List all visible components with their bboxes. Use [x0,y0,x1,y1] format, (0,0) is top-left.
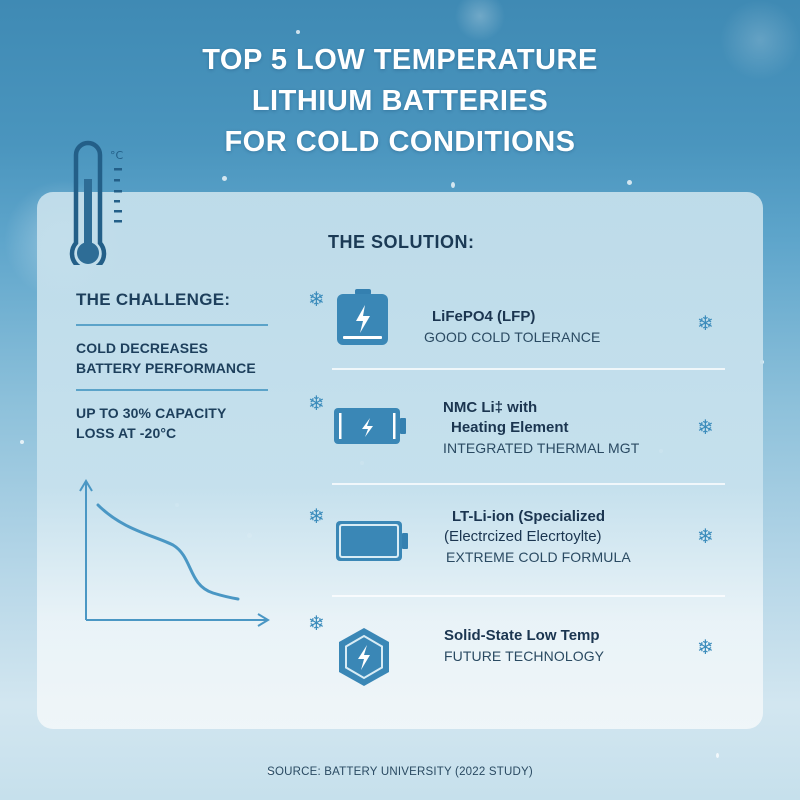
snowflake-icon: ❄ [308,506,325,528]
item-text: LiFePO4 (LFP) GOOD COLD TOLERANCE [424,307,600,347]
battery-square-bolt-icon [337,289,388,345]
solution-heading: THE SOLUTION: [328,232,475,252]
thermometer-icon: °C [69,140,124,265]
battery-name: Solid-State Low Temp [444,627,600,644]
snowflake-icon: ❄ [697,313,714,335]
solution-item-solid-state: ❄ Solid-State Low Temp FUTURE TECHNOLOGY… [300,610,750,710]
title-line-1: TOP 5 LOW TEMPERATURE [202,44,598,76]
snowflake-icon: ❄ [308,393,325,415]
battery-name-line-2: (Electrcized Elecrtoylte) [444,528,602,545]
item-divider [332,595,725,597]
capacity-decline-graph-icon [79,479,270,627]
item-divider [332,483,725,485]
challenge-point-1: COLD DECREASES BATTERY PERFORMANCE [76,340,256,376]
item-text: Solid-State Low Temp FUTURE TECHNOLOGY [444,626,604,666]
solution-item-lfp: ❄ LiFePO4 (LFP) GOOD COLD TOLERANCE ❄ [300,282,750,382]
celsius-unit: °C [110,149,124,162]
source-citation: SOURCE: BATTERY UNIVERSITY (2022 STUDY) [267,766,533,778]
battery-name-line-2: Heating Element [451,419,569,436]
title-line-3: FOR COLD CONDITIONS [224,126,576,158]
battery-full-icon [336,521,408,561]
snowflake-icon: ❄ [697,417,714,439]
battery-horizontal-bolt-icon [334,408,406,444]
solution-item-nmc: ❄ NMC Li‡ with Heating Element INTEGRATE… [300,392,750,492]
divider [76,324,268,326]
solution-item-lt-li-ion: ❄ LT-Li-ion (Specialized (Electrcized El… [300,505,750,605]
battery-description: INTEGRATED THERMAL MGT [443,440,640,456]
title-line-2: LITHIUM BATTERIES [251,85,549,117]
page-title: TOP 5 LOW TEMPERATURE LITHIUM BATTERIES … [0,40,800,163]
divider [76,389,268,391]
item-text: NMC Li‡ with Heating Element INTEGRATED … [443,398,639,458]
battery-description: GOOD COLD TOLERANCE [424,329,601,345]
battery-name-line-1: LT-Li-ion (Specialized [452,508,606,525]
snowflake-icon: ❄ [308,289,325,311]
battery-description: FUTURE TECHNOLOGY [444,648,605,664]
item-text: LT-Li-ion (Specialized (Electrcized Elec… [444,507,631,567]
challenge-section: THE CHALLENGE: COLD DECREASES BATTERY PE… [76,290,268,454]
item-divider [332,368,725,370]
battery-name-line-1: NMC Li‡ with [443,399,538,416]
battery-description: EXTREME COLD FORMULA [446,549,631,565]
challenge-heading: THE CHALLENGE: [76,290,231,309]
battery-name: LiFePO4 (LFP) [432,308,536,325]
challenge-point-2: UP TO 30% CAPACITY LOSS AT -20°C [76,405,227,441]
content-panel [37,192,763,729]
snowflake-icon: ❄ [697,526,714,548]
hexagon-bolt-icon [339,628,389,686]
snowflake-icon: ❄ [308,613,325,635]
snowflake-icon: ❄ [697,637,714,659]
